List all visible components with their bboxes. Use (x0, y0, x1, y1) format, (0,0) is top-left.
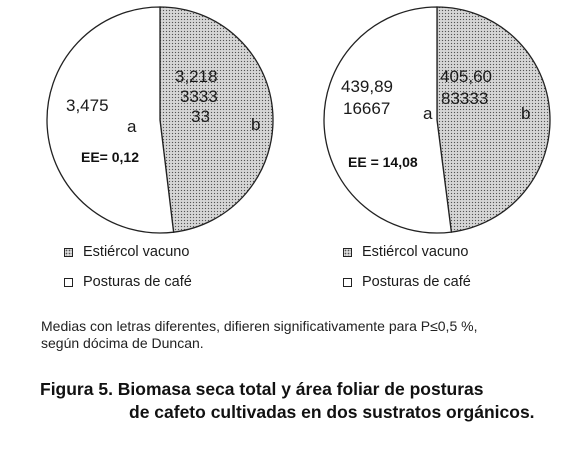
legend-label-estiercol: Estiércol vacuno (83, 244, 190, 260)
pie1-slice-estiercol (159, 6, 274, 233)
pie1-letter-posturas: a (127, 117, 137, 136)
plain-swatch-icon (343, 277, 352, 287)
pie1-slice-posturas (46, 6, 175, 234)
legend-label-posturas: Posturas de café (362, 274, 471, 290)
pie2-letter-posturas: a (423, 104, 433, 123)
statistical-note: Medias con letras diferentes, difieren s… (41, 318, 561, 352)
note-line-2: según dócima de Duncan. (41, 335, 204, 351)
pie2-ee-annotation: EE = 14,08 (348, 154, 418, 170)
pie-chart-leaf-area: 439,89 16667 a 405,60 83333 b EE = 14,08 (323, 6, 551, 234)
pie2-letter-estiercol: b (521, 104, 530, 123)
pie2-value-posturas-line2: 16667 (343, 99, 390, 118)
legend-label-estiercol: Estiércol vacuno (362, 244, 469, 260)
legend-item: Estiércol vacuno (64, 240, 192, 264)
legend-item: Estiércol vacuno (343, 240, 471, 264)
pie1-value-posturas-line1: 3,475 (66, 96, 109, 115)
pie2-value-posturas-line1: 439,89 (341, 77, 393, 96)
pie1-value-estiercol-line2: 3333 (180, 87, 218, 106)
pie1-value-estiercol-line1: 3,218 (175, 67, 218, 86)
legend-label-posturas: Posturas de café (83, 274, 192, 290)
pie2-slice-posturas (323, 6, 453, 234)
legend-left: Estiércol vacuno Posturas de café (64, 240, 192, 300)
plain-swatch-icon (64, 277, 73, 287)
legend-item: Posturas de café (343, 270, 471, 294)
pie1-ee-annotation: EE= 0,12 (81, 149, 139, 165)
caption-line-1: Figura 5. Biomasa seca total y área foli… (40, 379, 484, 399)
legend-item: Posturas de café (64, 270, 192, 294)
pie-chart-biomass: 3,475 a 3,218 3333 33 b EE= 0,12 (46, 6, 274, 234)
caption-continuation: de cafeto cultivadas en dos sustratos or… (129, 402, 535, 422)
pie2-value-estiercol-line2: 83333 (441, 89, 488, 108)
pie1-value-estiercol-line3: 33 (191, 107, 210, 126)
pie2-slice-estiercol (436, 6, 551, 233)
pie2-value-estiercol-line1: 405,60 (440, 67, 492, 86)
note-line-1: Medias con letras diferentes, difieren s… (41, 318, 478, 334)
figure-caption: Figura 5. Biomasa seca total y área foli… (40, 378, 560, 424)
dotted-swatch-icon (343, 247, 352, 257)
legend-right: Estiércol vacuno Posturas de café (343, 240, 471, 300)
dotted-swatch-icon (64, 247, 73, 257)
pie1-letter-estiercol: b (251, 115, 260, 134)
